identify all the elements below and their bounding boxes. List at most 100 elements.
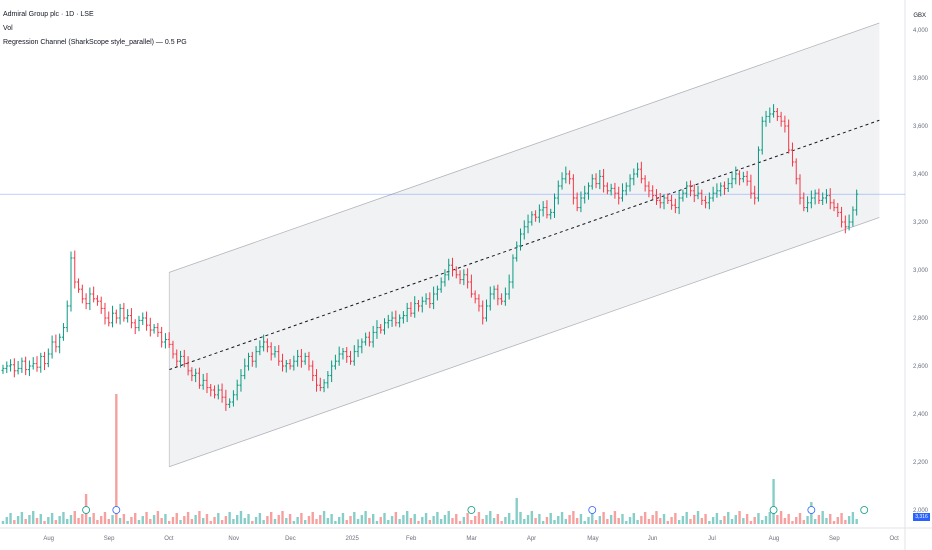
volume-bar xyxy=(292,521,296,524)
volume-bar xyxy=(666,521,670,524)
volume-bar xyxy=(606,519,609,524)
volume-bar xyxy=(791,521,794,524)
volume-bar xyxy=(205,514,209,524)
volume-bar xyxy=(345,520,348,524)
volume-bar xyxy=(719,520,722,524)
volume-bar xyxy=(24,519,27,524)
volume-bar xyxy=(568,515,571,524)
event-marker-icon xyxy=(860,506,869,514)
volume-bar xyxy=(186,512,190,524)
volume-bar xyxy=(594,520,598,524)
volume-bar xyxy=(269,512,273,524)
volume-bar xyxy=(356,519,360,524)
volume-bar xyxy=(322,511,326,524)
channel-lower-line xyxy=(169,217,880,468)
volume-bar xyxy=(761,520,764,524)
volume-bar xyxy=(795,517,798,524)
volume-bar xyxy=(273,519,277,524)
volume-bar xyxy=(829,514,832,524)
volume-bar xyxy=(813,519,817,524)
volume-bar xyxy=(821,511,824,524)
volume-bar xyxy=(247,514,250,524)
volume-bar xyxy=(659,518,662,524)
volume-bar xyxy=(530,511,534,524)
volume-bar xyxy=(534,518,537,524)
volume-bar xyxy=(772,479,775,524)
volume-bar xyxy=(179,520,182,524)
volume-bar xyxy=(609,515,613,524)
volume-bar xyxy=(349,516,352,524)
volume-bar xyxy=(560,512,564,524)
volume-bar xyxy=(753,517,756,524)
volume-bar xyxy=(689,519,692,524)
volume-bar xyxy=(115,394,118,524)
volume-bar xyxy=(738,511,741,524)
volume-bar xyxy=(613,511,617,524)
volume-bar xyxy=(806,516,809,524)
volume-bar xyxy=(538,514,541,524)
x-tick-label: Nov xyxy=(228,536,239,542)
volume-bar xyxy=(575,518,579,524)
volume-bar xyxy=(715,513,719,524)
volume-bar xyxy=(685,512,688,524)
volume-bar xyxy=(66,519,69,524)
volume-bar xyxy=(428,520,432,524)
volume-bar xyxy=(836,517,839,524)
volume-bar xyxy=(190,519,194,524)
volume-bar xyxy=(662,514,666,524)
volume-bar xyxy=(557,516,560,524)
volume-bar xyxy=(103,512,107,524)
volume-bar xyxy=(258,513,262,524)
volume-bar xyxy=(643,512,647,524)
volume-bar xyxy=(217,513,220,524)
volume-bar xyxy=(421,517,424,524)
volume-bar xyxy=(111,515,114,524)
volume-bar xyxy=(141,516,144,524)
x-tick-label: Oct xyxy=(889,536,899,542)
volume-bar xyxy=(587,517,590,524)
volume-bar xyxy=(307,516,311,524)
volume-bar xyxy=(768,512,771,524)
volume-bar xyxy=(470,520,473,524)
legend-symbol[interactable]: Admiral Group plc · 1D · LSE xyxy=(3,11,94,18)
volume-bar xyxy=(118,518,122,524)
volume-bar xyxy=(334,521,337,524)
x-tick-label: Jul xyxy=(708,536,716,542)
legend-indicator[interactable]: Regression Channel (SharkScope style_par… xyxy=(3,39,187,46)
volume-bar xyxy=(379,517,382,524)
volume-bar xyxy=(156,511,160,524)
volume-bar xyxy=(783,518,787,524)
volume-bar xyxy=(228,512,231,524)
volume-bar xyxy=(564,519,568,524)
volume-bar xyxy=(28,515,31,524)
volume-bar xyxy=(779,511,783,524)
volume-bar xyxy=(764,516,768,524)
volume-bar xyxy=(130,517,133,524)
event-marker-icon xyxy=(112,506,121,514)
volume-bar xyxy=(183,516,186,524)
volume-bar xyxy=(300,513,303,524)
volume-bar xyxy=(254,517,258,524)
legend-volume[interactable]: Vol xyxy=(3,25,13,32)
volume-bar xyxy=(696,511,700,524)
volume-bar xyxy=(77,518,80,524)
volume-bar xyxy=(315,519,318,524)
volume-bar xyxy=(598,516,602,524)
volume-bar xyxy=(16,516,20,524)
volume-bar xyxy=(462,517,466,524)
volume-bar xyxy=(507,513,511,524)
y-tick-label: 3,400 xyxy=(913,172,929,178)
volume-bar xyxy=(213,517,216,524)
volume-bar xyxy=(160,518,163,524)
volume-bar xyxy=(262,520,265,524)
volume-bar xyxy=(798,513,802,524)
volume-bar xyxy=(39,514,42,524)
volume-bar xyxy=(519,512,522,524)
volume-bar xyxy=(511,520,515,524)
volume-bar xyxy=(62,512,65,524)
volume-bar xyxy=(677,520,681,524)
volume-bar xyxy=(1,521,5,524)
volume-bar xyxy=(371,514,375,524)
volume-bar xyxy=(50,513,54,524)
